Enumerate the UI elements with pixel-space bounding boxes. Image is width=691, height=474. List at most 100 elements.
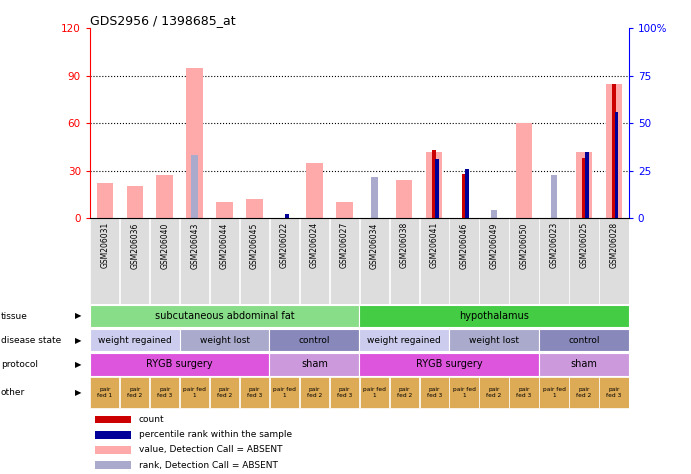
Text: count: count <box>139 415 164 424</box>
Text: sham: sham <box>571 359 597 369</box>
FancyBboxPatch shape <box>210 218 239 304</box>
Text: GSM206036: GSM206036 <box>130 222 140 269</box>
Text: pair
fed 3: pair fed 3 <box>247 387 262 398</box>
FancyBboxPatch shape <box>599 218 629 304</box>
FancyBboxPatch shape <box>509 218 539 304</box>
Text: GDS2956 / 1398685_at: GDS2956 / 1398685_at <box>90 14 236 27</box>
Bar <box>491 210 498 218</box>
FancyBboxPatch shape <box>359 305 629 328</box>
Text: pair
fed 3: pair fed 3 <box>426 387 442 398</box>
Text: pair
fed 1: pair fed 1 <box>97 387 113 398</box>
FancyBboxPatch shape <box>599 377 629 408</box>
FancyBboxPatch shape <box>480 377 509 408</box>
FancyBboxPatch shape <box>269 218 299 304</box>
Text: GSM206024: GSM206024 <box>310 222 319 268</box>
Bar <box>614 112 618 218</box>
Text: tissue: tissue <box>1 311 28 320</box>
FancyBboxPatch shape <box>90 353 269 375</box>
Bar <box>582 158 586 218</box>
Text: other: other <box>1 388 25 397</box>
Bar <box>246 199 263 218</box>
Bar <box>306 163 323 218</box>
Text: GSM206043: GSM206043 <box>190 222 199 269</box>
Text: ▶: ▶ <box>75 388 82 397</box>
FancyBboxPatch shape <box>359 218 389 304</box>
Text: ▶: ▶ <box>75 360 82 369</box>
Text: GSM206049: GSM206049 <box>489 222 499 269</box>
Bar <box>396 180 413 218</box>
Text: percentile rank within the sample: percentile rank within the sample <box>139 430 292 439</box>
Bar <box>95 461 131 469</box>
Text: GSM206027: GSM206027 <box>340 222 349 268</box>
Text: disease state: disease state <box>1 336 61 345</box>
Text: weight lost: weight lost <box>469 336 519 345</box>
FancyBboxPatch shape <box>419 218 449 304</box>
FancyBboxPatch shape <box>509 377 539 408</box>
Text: weight regained: weight regained <box>368 336 441 345</box>
FancyBboxPatch shape <box>90 329 180 351</box>
FancyBboxPatch shape <box>359 353 539 375</box>
Text: rank, Detection Call = ABSENT: rank, Detection Call = ABSENT <box>139 461 278 470</box>
Bar <box>126 186 143 218</box>
Text: ▶: ▶ <box>75 311 82 320</box>
FancyBboxPatch shape <box>419 377 449 408</box>
Text: ▶: ▶ <box>75 336 82 345</box>
Bar <box>605 84 622 218</box>
FancyBboxPatch shape <box>359 329 449 351</box>
Text: pair fed
1: pair fed 1 <box>363 387 386 398</box>
Text: pair
fed 3: pair fed 3 <box>516 387 531 398</box>
FancyBboxPatch shape <box>150 377 180 408</box>
Bar <box>191 155 198 218</box>
Bar <box>216 202 233 218</box>
Text: weight regained: weight regained <box>98 336 171 345</box>
Text: GSM206028: GSM206028 <box>609 222 618 268</box>
FancyBboxPatch shape <box>449 329 539 351</box>
FancyBboxPatch shape <box>150 218 180 304</box>
Text: pair fed
1: pair fed 1 <box>183 387 206 398</box>
Bar <box>515 123 532 218</box>
Text: sham: sham <box>301 359 328 369</box>
FancyBboxPatch shape <box>539 377 569 408</box>
Text: pair
fed 3: pair fed 3 <box>606 387 621 398</box>
Bar <box>187 68 203 218</box>
FancyBboxPatch shape <box>449 218 479 304</box>
Text: GSM206041: GSM206041 <box>430 222 439 268</box>
Text: pair
fed 2: pair fed 2 <box>397 387 412 398</box>
Text: pair fed
1: pair fed 1 <box>453 387 475 398</box>
Bar <box>576 152 592 218</box>
Text: GSM206044: GSM206044 <box>220 222 229 269</box>
FancyBboxPatch shape <box>300 377 329 408</box>
Text: RYGB surgery: RYGB surgery <box>146 359 213 369</box>
Bar <box>95 416 131 423</box>
FancyBboxPatch shape <box>300 218 329 304</box>
FancyBboxPatch shape <box>90 305 359 328</box>
Text: pair
fed 2: pair fed 2 <box>127 387 142 398</box>
Text: pair
fed 2: pair fed 2 <box>576 387 591 398</box>
FancyBboxPatch shape <box>180 377 209 408</box>
Text: GSM206034: GSM206034 <box>370 222 379 269</box>
Text: protocol: protocol <box>1 360 38 369</box>
Text: pair
fed 3: pair fed 3 <box>337 387 352 398</box>
FancyBboxPatch shape <box>210 377 239 408</box>
Text: RYGB surgery: RYGB surgery <box>416 359 482 369</box>
FancyBboxPatch shape <box>269 377 299 408</box>
FancyBboxPatch shape <box>90 377 120 408</box>
Text: GSM206023: GSM206023 <box>549 222 558 268</box>
Text: control: control <box>299 336 330 345</box>
FancyBboxPatch shape <box>269 353 359 375</box>
FancyBboxPatch shape <box>480 218 509 304</box>
Bar <box>432 150 437 218</box>
Text: pair
fed 2: pair fed 2 <box>307 387 322 398</box>
FancyBboxPatch shape <box>180 218 209 304</box>
FancyBboxPatch shape <box>90 218 120 304</box>
FancyBboxPatch shape <box>120 377 149 408</box>
FancyBboxPatch shape <box>120 218 149 304</box>
FancyBboxPatch shape <box>330 218 359 304</box>
Bar <box>462 173 466 218</box>
Text: GSM206022: GSM206022 <box>280 222 289 268</box>
FancyBboxPatch shape <box>390 377 419 408</box>
FancyBboxPatch shape <box>359 377 389 408</box>
Text: pair
fed 3: pair fed 3 <box>157 387 172 398</box>
FancyBboxPatch shape <box>240 218 269 304</box>
FancyBboxPatch shape <box>569 377 598 408</box>
